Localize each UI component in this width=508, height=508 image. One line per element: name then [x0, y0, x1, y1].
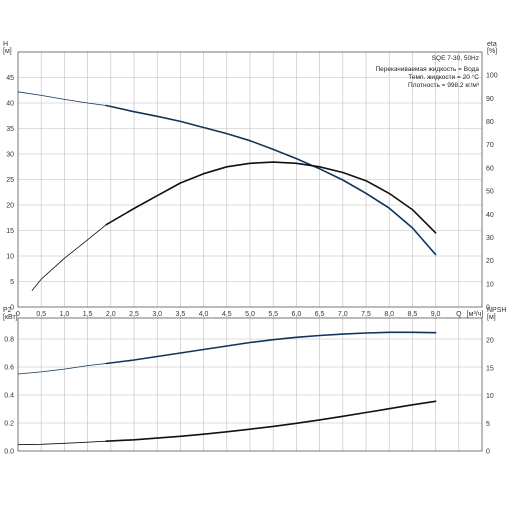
- y-tick-label: 0.2: [4, 421, 14, 428]
- series-line-thin: [31, 224, 107, 292]
- y2-axis-label: eta: [487, 41, 497, 48]
- y2-tick-label: 70: [486, 142, 494, 149]
- x-tick-label: 9,0: [431, 311, 441, 318]
- y2-axis-unit: [%]: [487, 48, 497, 55]
- x-tick-label: 4,0: [199, 311, 209, 318]
- y2-tick-label: 10: [486, 393, 494, 400]
- y2-tick-label: 40: [486, 212, 494, 219]
- y2-tick-label: 50: [486, 189, 494, 196]
- y-tick-label: 0: [10, 305, 14, 312]
- x-tick-label: 2,0: [106, 311, 116, 318]
- series-line-thin: [17, 91, 107, 106]
- y2-axis-label: NPSH: [487, 307, 506, 314]
- x-tick-label: 1,0: [60, 311, 70, 318]
- x-tick-label: 8,5: [408, 311, 418, 318]
- y-tick-label: 0.0: [4, 449, 14, 456]
- x-tick-label: 1,5: [83, 311, 93, 318]
- plot-frame: [17, 51, 483, 308]
- y2-axis-unit: [м]: [487, 314, 496, 321]
- series-line: [105, 331, 437, 365]
- x-tick-label: 3,5: [176, 311, 186, 318]
- x-axis-unit: [м³/ч]: [467, 311, 484, 318]
- x-tick-label: 3,0: [152, 311, 162, 318]
- y2-tick-label: 0: [486, 305, 490, 312]
- series-line-thin: [17, 363, 107, 375]
- y-tick-label: 0.4: [4, 393, 14, 400]
- y2-tick-label: 15: [486, 365, 494, 372]
- y2-tick-label: 60: [486, 165, 494, 172]
- y-tick-label: 30: [6, 152, 14, 159]
- y-axis-label: P2: [3, 307, 12, 314]
- y2-tick-label: 5: [486, 421, 490, 428]
- y-tick-label: 0.8: [4, 337, 14, 344]
- series-line-thin: [17, 440, 107, 446]
- x-tick-label: 6,5: [315, 311, 325, 318]
- y-tick-label: 35: [6, 126, 14, 133]
- series-line: [105, 104, 437, 256]
- y-tick-label: 15: [6, 228, 14, 235]
- y-axis-unit: [м]: [3, 48, 12, 55]
- y-tick-label: 25: [6, 177, 14, 184]
- y2-tick-label: 100: [486, 73, 498, 80]
- x-tick-label: 0: [16, 311, 20, 318]
- x-tick-label: 4,5: [222, 311, 232, 318]
- y2-tick-label: 0: [486, 449, 490, 456]
- y-axis-label: H: [3, 41, 8, 48]
- chart-title: SQE 7-30, 50Hz: [432, 55, 479, 62]
- y2-tick-label: 20: [486, 258, 494, 265]
- y2-tick-label: 90: [486, 96, 494, 103]
- x-tick-label: 0,5: [36, 311, 46, 318]
- x-tick-label: 2,5: [129, 311, 139, 318]
- x-tick-label: 7,5: [361, 311, 371, 318]
- y-tick-label: 45: [6, 75, 14, 82]
- y-tick-label: 40: [6, 101, 14, 108]
- y-tick-label: 10: [6, 254, 14, 261]
- y-tick-label: 0.6: [4, 365, 14, 372]
- y-tick-label: 20: [6, 203, 14, 210]
- x-tick-label: 8,0: [384, 311, 394, 318]
- chart-annotation: Темп. жидкости = 20 °C: [408, 73, 479, 81]
- x-tick-label: 6,0: [292, 311, 302, 318]
- chart-annotation: Плотность = 998.2 кг/м³: [408, 82, 480, 89]
- series-line: [105, 161, 437, 234]
- y-axis-unit: [кВт]: [3, 314, 18, 321]
- y2-tick-label: 10: [486, 281, 494, 288]
- plot-frame: [17, 317, 483, 452]
- series-line: [105, 400, 437, 443]
- y2-tick-label: 80: [486, 119, 494, 126]
- y2-tick-label: 30: [486, 235, 494, 242]
- x-tick-label: 7,0: [338, 311, 348, 318]
- x-tick-label: 5,5: [268, 311, 278, 318]
- x-tick-label: 5,0: [245, 311, 255, 318]
- y2-tick-label: 20: [486, 338, 494, 345]
- y-tick-label: 5: [10, 279, 14, 286]
- x-axis-label: Q: [456, 311, 462, 318]
- chart-annotation: Перекачиваемая жидкость = Вода: [375, 66, 479, 73]
